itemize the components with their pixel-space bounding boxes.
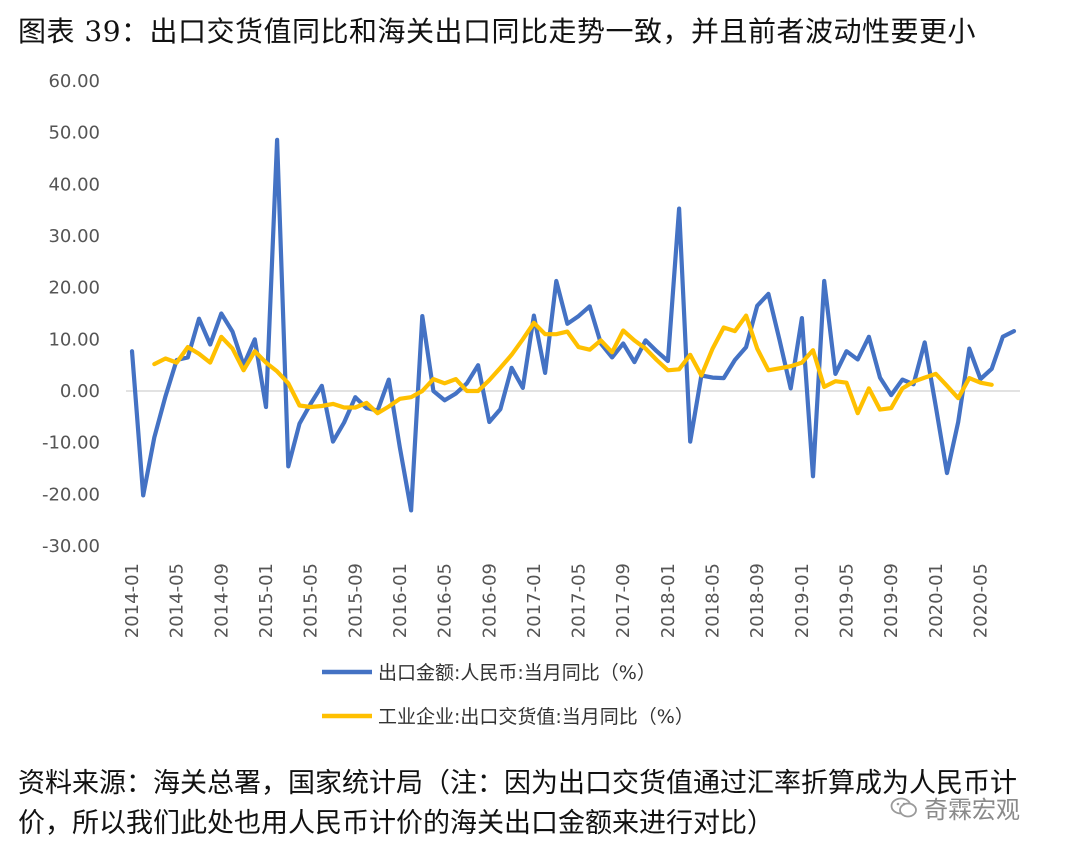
x-tick-label: 2017-09 (613, 563, 634, 638)
y-tick-label: 0.00 (60, 381, 100, 402)
x-axis: 2014-01 2014-05 2014-09 2015-01 2015-05 2015-… (122, 563, 992, 638)
y-tick-label: 30.00 (48, 226, 100, 247)
y-tick-label: 60.00 (48, 71, 100, 92)
x-tick-label: 2014-01 (122, 563, 143, 638)
series-2 (152, 313, 994, 416)
x-tick-label: 2018-09 (747, 563, 768, 638)
x-tick-label: 2020-01 (926, 563, 947, 638)
y-tick-label: -10.00 (42, 433, 100, 454)
x-tick-label: 2020-05 (971, 563, 992, 638)
x-tick-label: 2016-01 (390, 563, 411, 638)
x-tick-label: 2015-09 (345, 563, 366, 638)
x-tick-label: 2019-09 (881, 563, 902, 638)
y-axis: 60.00 50.00 40.00 30.00 20.00 10.00 0.00 -10.00… (42, 71, 100, 557)
line-chart: 60.00 50.00 40.00 30.00 20.00 10.00 0.00 -10.00… (42, 71, 1020, 728)
y-tick-label: 40.00 (48, 174, 100, 195)
series-layer (129, 137, 1017, 513)
x-tick-label: 2014-05 (167, 563, 188, 638)
series-1 (129, 137, 1017, 513)
wechat-icon (890, 797, 917, 817)
y-tick-label: 20.00 (48, 278, 100, 299)
legend-label-2: 工业企业:出口交货值:当月同比（%） (378, 706, 694, 728)
y-tick-label: 50.00 (48, 123, 100, 144)
x-tick-label: 2019-01 (792, 563, 813, 638)
x-tick-label: 2016-05 (435, 563, 456, 638)
x-tick-label: 2015-05 (301, 563, 322, 638)
x-tick-label: 2015-01 (256, 563, 277, 638)
x-tick-label: 2017-01 (524, 563, 545, 638)
legend: 出口金额:人民币:当月同比（%） 工业企业:出口交货值:当月同比（%） (322, 662, 694, 728)
watermark-text: 奇霖宏观 (924, 796, 1020, 824)
x-tick-label: 2014-09 (211, 563, 232, 638)
x-tick-label: 2017-05 (569, 563, 590, 638)
y-tick-label: 10.00 (48, 329, 100, 350)
x-tick-label: 2016-09 (479, 563, 500, 638)
y-tick-label: -30.00 (42, 536, 100, 557)
source-note: 资料来源：海关总署，国家统计局（注：因为出口交货值通过汇率折算成为人民币计价，所… (18, 768, 1017, 839)
x-tick-label: 2018-01 (658, 563, 679, 638)
y-tick-label: -20.00 (42, 484, 100, 505)
chart-title: 图表 39：出口交货值同比和海关出口同比走势一致，并且前者波动性要更小 (18, 15, 977, 48)
series-1-line (129, 137, 1017, 513)
x-tick-label: 2019-05 (837, 563, 858, 638)
series-2-line (152, 313, 994, 416)
legend-label-1: 出口金额:人民币:当月同比（%） (378, 662, 656, 684)
x-tick-label: 2018-05 (703, 563, 724, 638)
watermark: 奇霖宏观 (890, 790, 1020, 825)
